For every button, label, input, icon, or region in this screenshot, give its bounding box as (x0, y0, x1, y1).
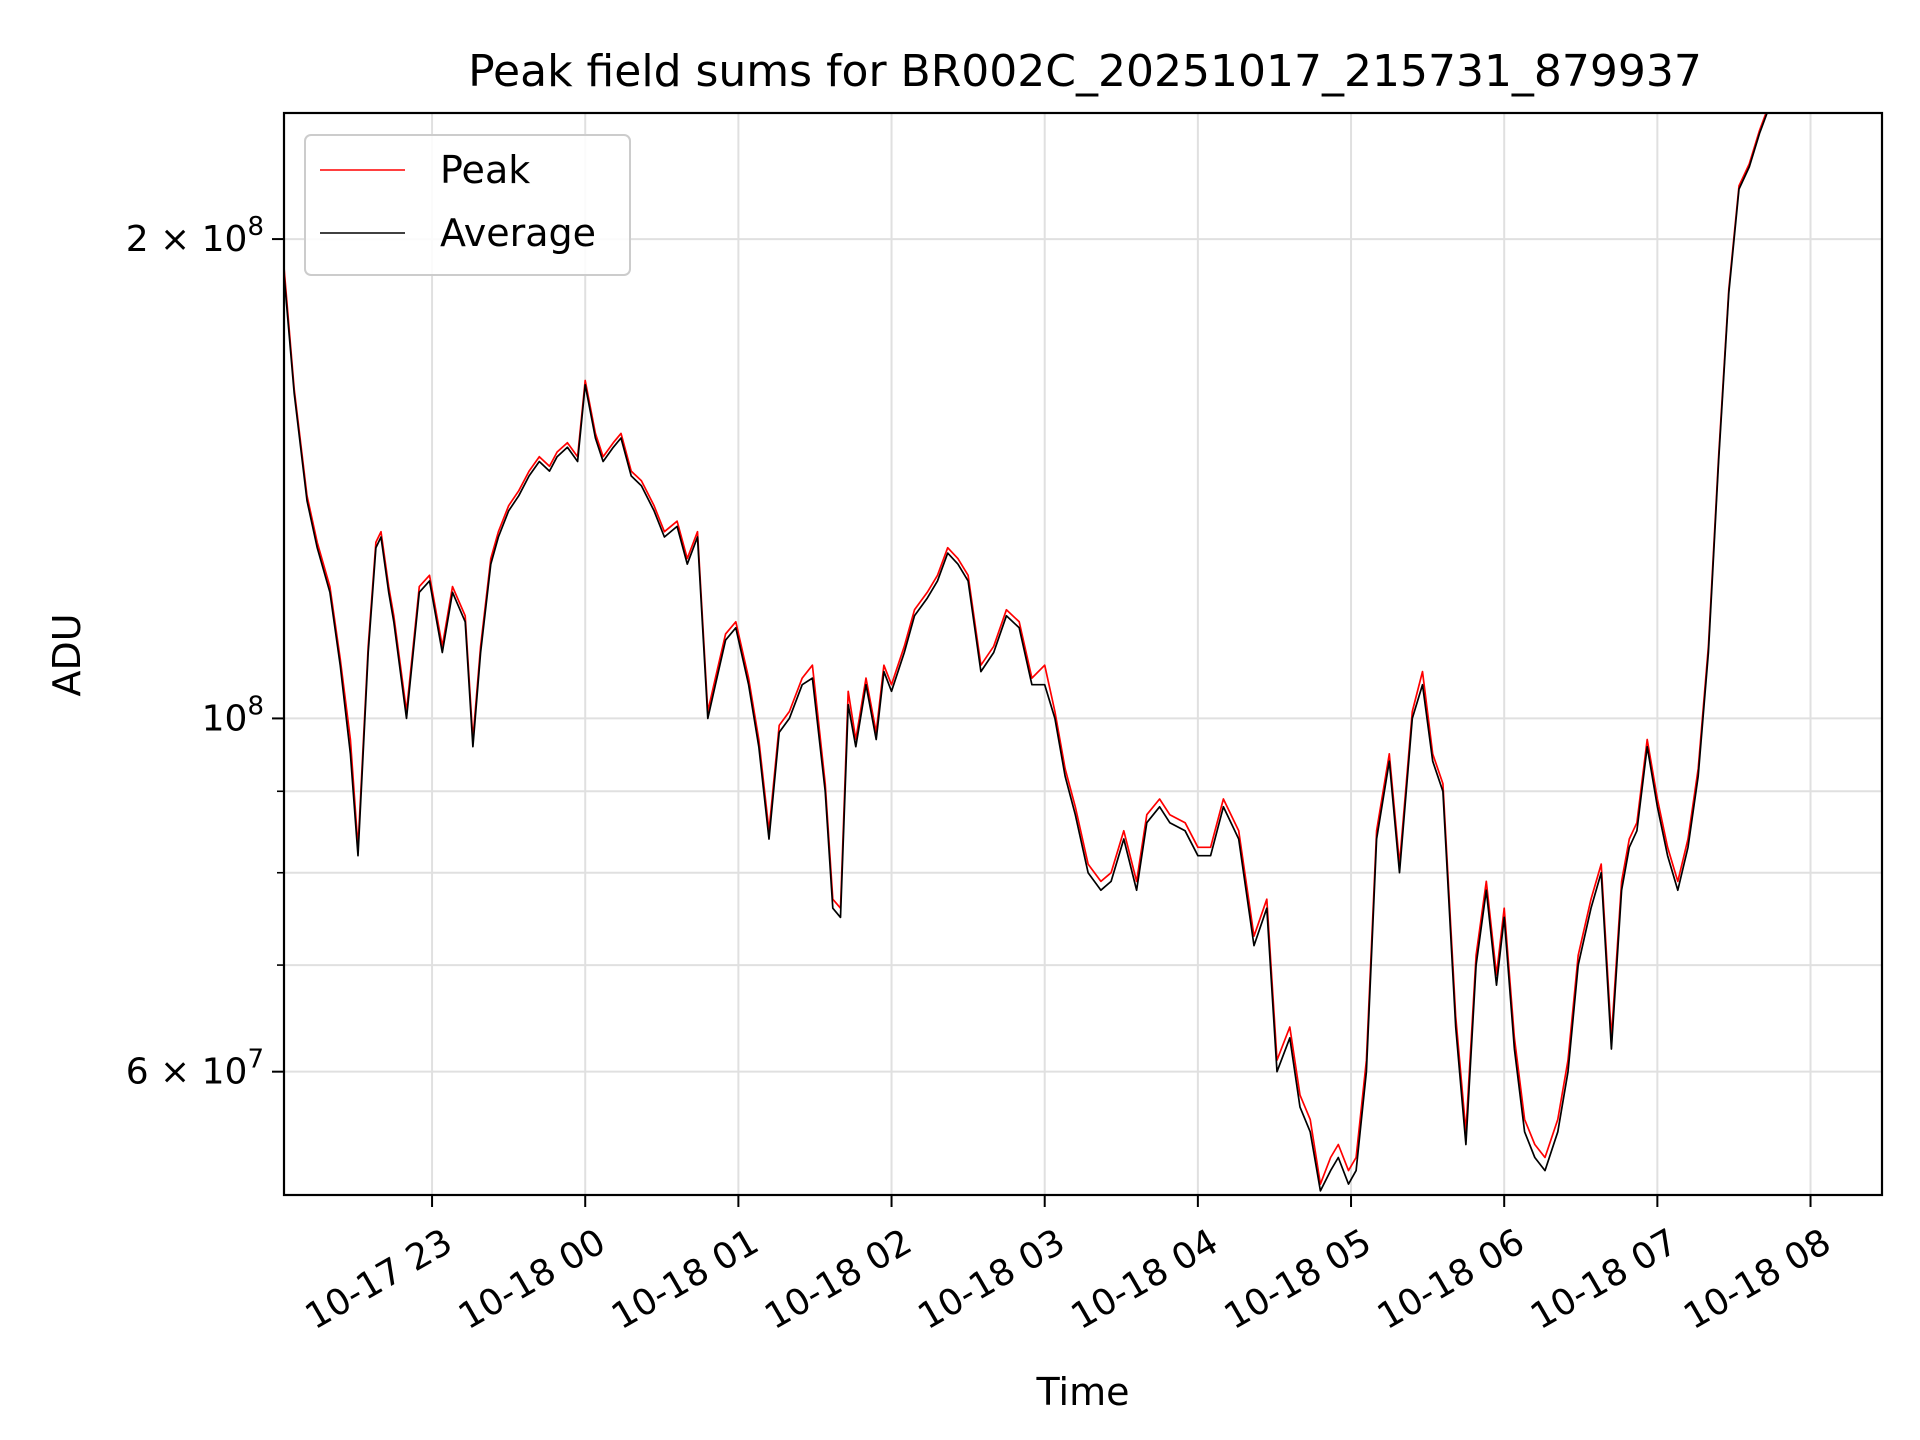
y-tick-label: 2 × 108 (126, 212, 264, 260)
series-line-peak (284, 113, 1767, 1185)
legend-label-average: Average (440, 211, 596, 255)
series-line-average (284, 113, 1769, 1192)
chart-title: Peak field sums for BR002C_20251017_2157… (468, 46, 1702, 97)
x-axis-label: Time (1036, 1370, 1130, 1414)
y-tick-label: 6 × 107 (126, 1045, 264, 1093)
plot-area (284, 113, 1769, 1192)
y-tick-label: 108 (202, 691, 264, 739)
legend: Peak Average (304, 134, 631, 276)
y-axis: 2 × 108 108 6 × 107 (126, 212, 284, 1093)
legend-label-peak: Peak (440, 148, 530, 192)
y-axis-label: ADU (45, 613, 89, 696)
plot-frame (282, 111, 1884, 1197)
